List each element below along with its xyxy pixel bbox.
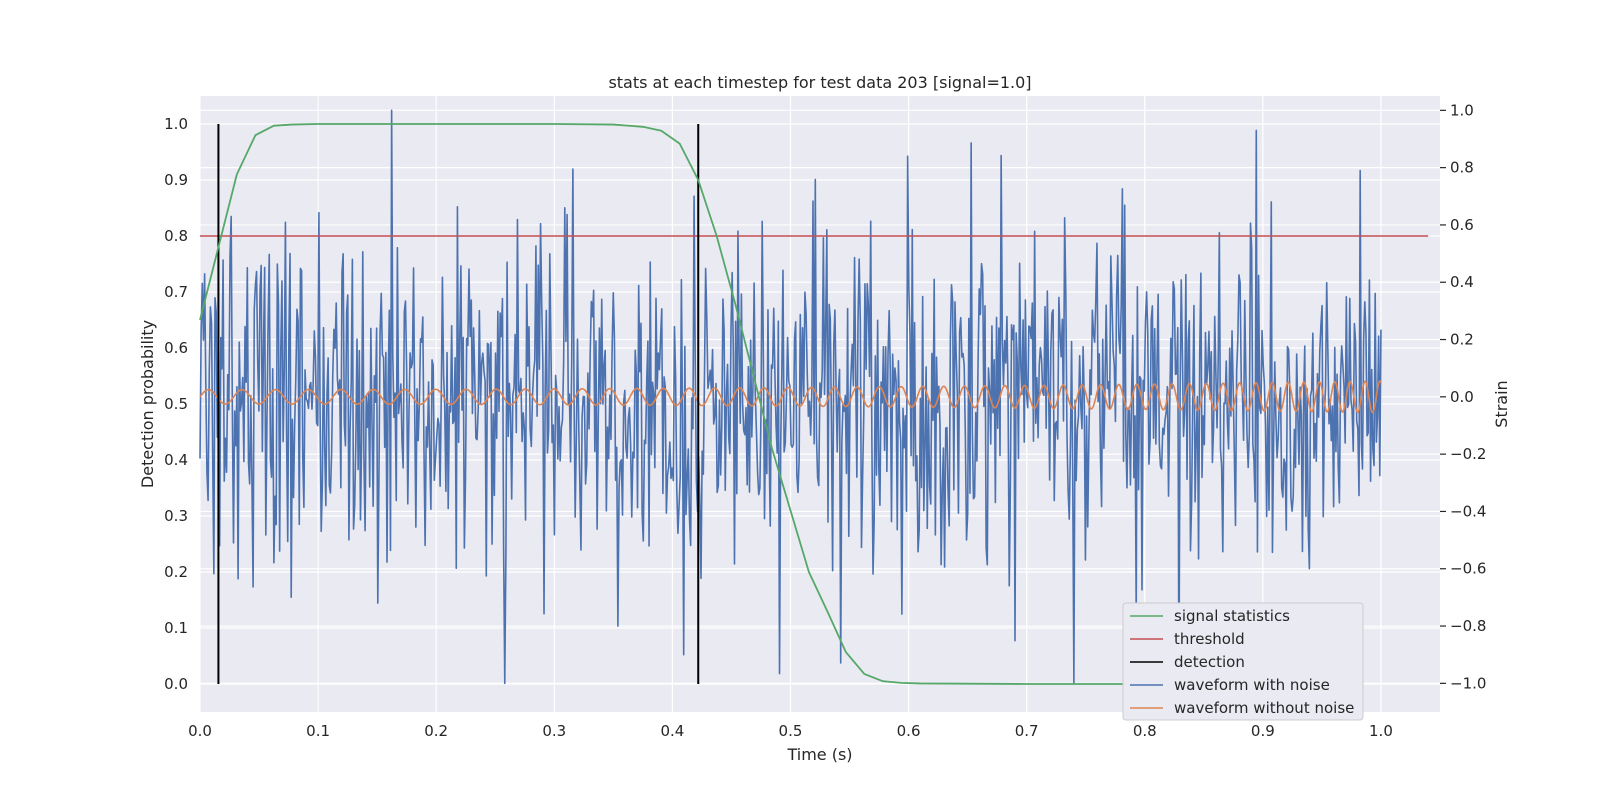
legend-label-detection: detection	[1174, 653, 1245, 671]
y-tick-label-left: 1.0	[164, 115, 188, 133]
x-tick-label: 0.5	[779, 722, 803, 740]
y-tick-label-right: 0.4	[1450, 273, 1474, 291]
y-tick-label-right: 0.0	[1450, 388, 1474, 406]
y-tick-label-right: −0.4	[1450, 502, 1486, 520]
legend-entry-waveform-with-noise: waveform with noise	[1130, 676, 1330, 694]
legend-box	[1122, 602, 1364, 721]
x-tick-label: 1.0	[1369, 722, 1393, 740]
legend-label-waveform-without-noise: waveform without noise	[1174, 699, 1354, 717]
y-tick-label-left: 0.1	[164, 619, 188, 637]
y-tick-label-left: 0.5	[164, 395, 188, 413]
x-axis-label: Time (s)	[786, 745, 852, 764]
legend-label-signal-statistics: signal statistics	[1174, 607, 1290, 625]
y-tick-label-right: 0.8	[1450, 159, 1474, 177]
x-tick-label: 0.7	[1015, 722, 1039, 740]
y-tick-label-left: 0.7	[164, 283, 188, 301]
legend-label-waveform-with-noise: waveform with noise	[1174, 676, 1330, 694]
y-tick-label-left: 0.8	[164, 227, 188, 245]
y-tick-label-left: 0.2	[164, 563, 188, 581]
y-tick-label-right: 0.6	[1450, 216, 1474, 234]
y-tick-label-right: −0.8	[1450, 617, 1486, 635]
legend-label-threshold: threshold	[1174, 630, 1245, 648]
y-tick-label-left: 0.6	[164, 339, 188, 357]
y-tick-label-right: 1.0	[1450, 101, 1474, 119]
y-tick-label-left: 0.9	[164, 171, 188, 189]
series-line-waveform-with-noise	[199, 109, 1382, 685]
x-tick-label: 0.0	[188, 722, 212, 740]
legend: signal statistics threshold detection wa…	[1122, 602, 1364, 721]
x-tick-label: 0.1	[306, 722, 330, 740]
y-tick-label-left: 0.3	[164, 507, 188, 525]
x-tick-label: 0.6	[897, 722, 921, 740]
series-layer	[199, 109, 1429, 685]
legend-entry-signal-statistics: signal statistics	[1130, 607, 1290, 625]
legend-entry-waveform-without-noise: waveform without noise	[1130, 699, 1354, 717]
y-tick-label-right: −0.6	[1450, 560, 1486, 578]
y-tick-label-right: −0.2	[1450, 445, 1486, 463]
legend-entry-detection: detection	[1130, 653, 1245, 671]
series-line-waveform-without-noise	[199, 380, 1382, 414]
x-tick-label: 0.3	[542, 722, 566, 740]
series-line-signal-statistics	[199, 123, 1363, 685]
y-tick-label-left: 0.4	[164, 451, 188, 469]
legend-entry-threshold: threshold	[1130, 630, 1245, 648]
x-tick-label: 0.9	[1251, 722, 1275, 740]
y-tick-label-right: −1.0	[1450, 674, 1486, 692]
y-axis-label-left: Detection probability	[138, 320, 157, 488]
chart-title: stats at each timestep for test data 203…	[608, 73, 1031, 92]
tick-labels: 0.0 0.1 0.2 0.3 0.4 0.5 0.6 0.7 0.8 0.9 1.0 0.0 0.1 0…	[164, 101, 1486, 740]
x-tick-label: 0.4	[660, 722, 684, 740]
x-tick-label: 0.2	[424, 722, 448, 740]
y-tick-label-left: 0.0	[164, 675, 188, 693]
y-axis-label-right: Strain	[1492, 380, 1511, 427]
x-tick-label: 0.8	[1133, 722, 1157, 740]
y-tick-label-right: 0.2	[1450, 331, 1474, 349]
